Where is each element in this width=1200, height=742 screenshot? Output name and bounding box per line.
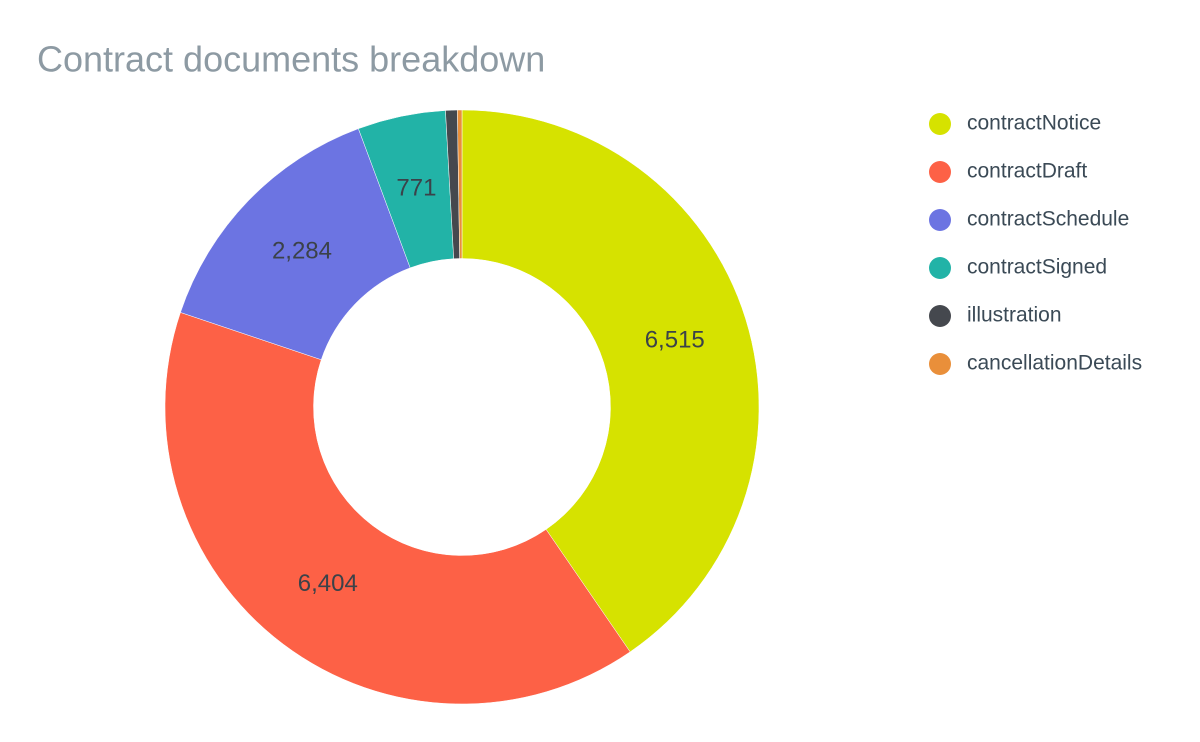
legend-label[interactable]: contractSigned (967, 256, 1107, 279)
legend-label[interactable]: contractDraft (967, 160, 1087, 183)
slice (180, 128, 411, 361)
slice (461, 109, 760, 653)
legend-swatch[interactable] (929, 209, 951, 231)
legend-label[interactable]: contractSchedule (967, 208, 1129, 231)
chart-title: Contract documents breakdown (37, 39, 545, 80)
legend-swatch[interactable] (929, 305, 951, 327)
value-label: 6,515 (645, 326, 705, 353)
legend-swatch[interactable] (929, 161, 951, 183)
value-label: 6,404 (298, 570, 358, 597)
legend-swatch[interactable] (929, 113, 951, 135)
legend-label[interactable]: cancellationDetails (967, 352, 1142, 375)
legend-label[interactable]: contractNotice (967, 112, 1101, 135)
slice (457, 109, 463, 259)
legend-label[interactable]: illustration (967, 304, 1062, 327)
value-label: 2,284 (272, 237, 332, 264)
legend-swatch[interactable] (929, 353, 951, 375)
slice (164, 312, 631, 705)
legend-swatch[interactable] (929, 257, 951, 279)
value-label: 771 (396, 174, 436, 201)
